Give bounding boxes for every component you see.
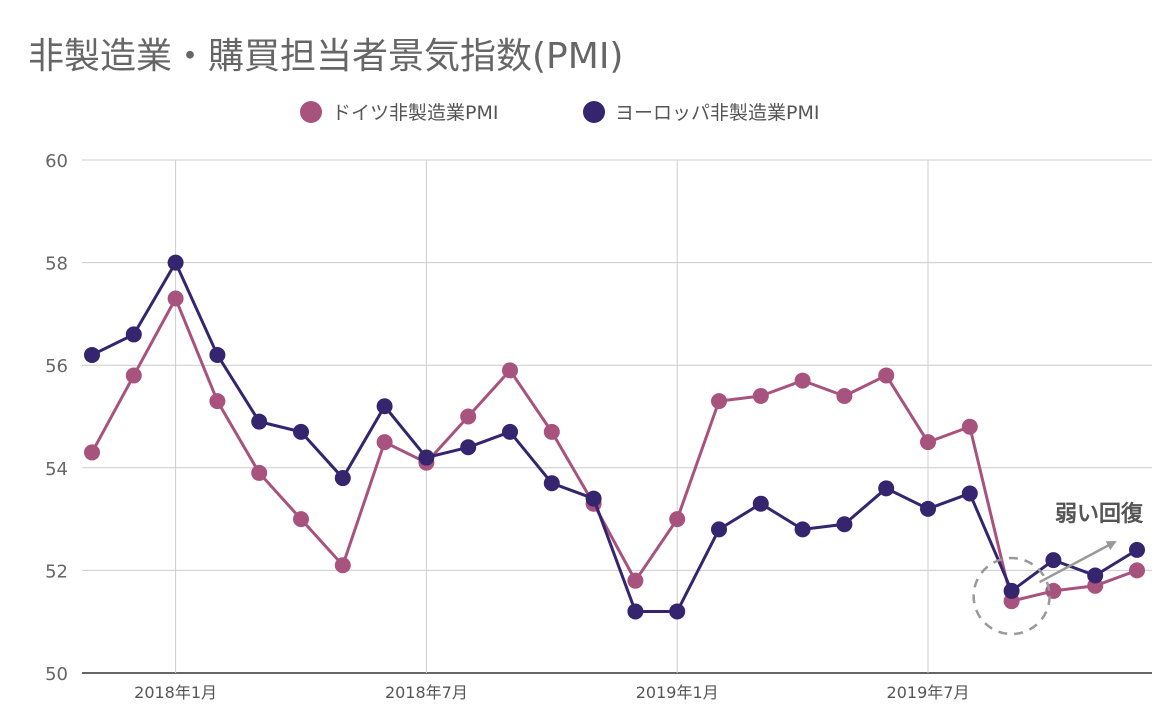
- y-tick-label: 60: [45, 151, 68, 172]
- data-point: [1129, 541, 1145, 558]
- series-1: [84, 254, 1145, 620]
- data-point: [878, 480, 895, 497]
- y-tick-label: 52: [45, 561, 68, 582]
- data-point: [543, 423, 560, 440]
- x-tick-label: 2019年1月: [636, 683, 719, 702]
- annotation-label: 弱い回復: [1055, 501, 1144, 527]
- series-layer: [84, 254, 1145, 620]
- data-point: [84, 346, 100, 363]
- data-point: [752, 387, 769, 404]
- data-point: [334, 470, 351, 487]
- data-point: [1045, 552, 1062, 569]
- data-point: [1087, 567, 1104, 584]
- data-point: [1003, 582, 1020, 599]
- data-point: [836, 516, 853, 533]
- data-point: [585, 490, 602, 507]
- x-tick-label: 2019年7月: [887, 683, 970, 702]
- data-point: [752, 495, 769, 512]
- data-point: [376, 398, 393, 415]
- series-line: [91, 261, 1138, 613]
- chart-title: 非製造業・購買担当者景気指数(PMI): [28, 36, 623, 77]
- x-axis-ticks: 2018年1月 2018年7月 2019年1月 2019年7月: [134, 683, 969, 702]
- data-point: [543, 475, 560, 492]
- y-tick-label: 50: [45, 664, 68, 685]
- data-point: [711, 393, 727, 410]
- trend-arrow: [1039, 540, 1117, 584]
- x-tick-label: 2018年7月: [385, 683, 468, 702]
- data-point: [878, 367, 895, 384]
- data-point: [711, 521, 727, 538]
- data-point: [920, 500, 936, 517]
- y-tick-label: 54: [45, 459, 68, 480]
- data-point: [251, 413, 268, 430]
- data-point: [209, 346, 226, 363]
- data-point: [167, 254, 184, 271]
- data-point: [627, 603, 644, 620]
- annotation-layer: 弱い回復: [972, 501, 1144, 636]
- data-point: [920, 434, 936, 451]
- x-tick-label: 2018年1月: [134, 683, 217, 702]
- data-point: [669, 603, 686, 620]
- data-point: [961, 485, 978, 502]
- data-point: [293, 511, 309, 528]
- data-point: [669, 511, 686, 528]
- data-point: [376, 434, 393, 451]
- data-point: [794, 372, 811, 389]
- legend-marker-europe: [583, 101, 605, 123]
- data-point: [125, 326, 142, 343]
- legend-label-europe: ヨーロッパ非製造業PMI: [615, 102, 819, 124]
- data-point: [1129, 562, 1145, 579]
- legend-label-germany: ドイツ非製造業PMI: [332, 102, 498, 124]
- y-axis-ticks: 50 52 54 56 58 60: [45, 151, 68, 685]
- data-point: [84, 444, 100, 461]
- data-point: [460, 408, 477, 425]
- series-0: [84, 290, 1145, 610]
- data-point: [627, 572, 644, 589]
- data-point: [251, 464, 268, 481]
- y-tick-label: 56: [45, 356, 68, 377]
- data-point: [794, 521, 811, 538]
- data-point: [334, 557, 351, 574]
- highlight-circle: [972, 556, 1051, 636]
- y-tick-label: 58: [45, 254, 68, 275]
- data-point: [418, 449, 435, 466]
- data-point: [460, 439, 477, 456]
- data-point: [209, 393, 226, 410]
- data-point: [961, 418, 978, 435]
- data-point: [502, 362, 518, 379]
- data-point: [293, 423, 309, 440]
- data-point: [502, 423, 518, 440]
- data-point: [125, 367, 142, 384]
- data-point: [836, 387, 853, 404]
- grid: [82, 159, 1152, 674]
- data-point: [167, 290, 184, 307]
- legend: ドイツ非製造業PMI ヨーロッパ非製造業PMI: [300, 101, 819, 124]
- legend-marker-germany: [300, 101, 322, 123]
